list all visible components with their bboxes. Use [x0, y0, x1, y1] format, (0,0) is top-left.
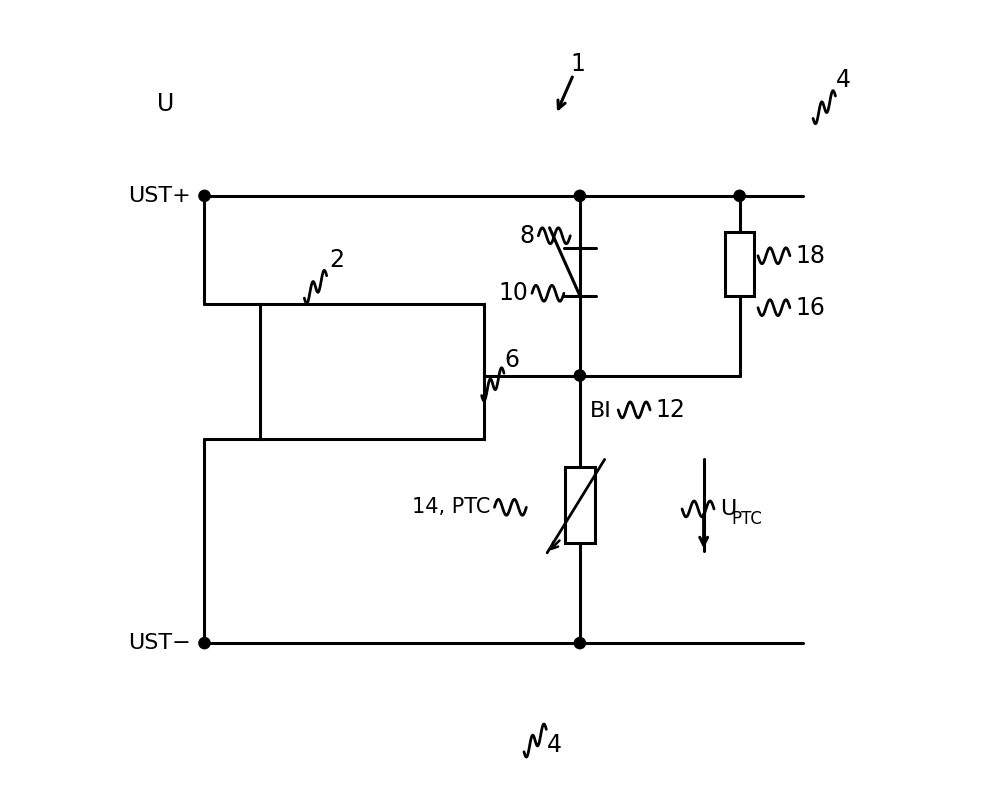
Circle shape	[734, 190, 745, 202]
Text: 4: 4	[836, 68, 851, 92]
Circle shape	[574, 190, 585, 202]
Text: 16: 16	[796, 295, 825, 320]
Circle shape	[199, 190, 210, 202]
Text: 2: 2	[329, 248, 344, 272]
Text: 14, PTC: 14, PTC	[412, 497, 490, 517]
Text: UST+: UST+	[129, 186, 191, 206]
Circle shape	[574, 370, 585, 381]
Bar	[725, 232, 754, 295]
Bar	[260, 303, 484, 440]
Bar	[565, 467, 595, 543]
Text: 1: 1	[571, 52, 586, 76]
Text: PTC: PTC	[732, 509, 762, 528]
Circle shape	[199, 638, 210, 649]
Text: BI: BI	[589, 402, 611, 421]
Text: UST−: UST−	[129, 633, 191, 653]
Text: 6: 6	[504, 348, 519, 371]
Circle shape	[574, 638, 585, 649]
Text: 8: 8	[519, 224, 534, 248]
Text: U: U	[157, 92, 174, 116]
Text: 18: 18	[796, 244, 826, 268]
Text: U: U	[720, 499, 736, 519]
Text: 10: 10	[498, 282, 528, 305]
Text: 4: 4	[547, 734, 562, 757]
Text: 12: 12	[656, 398, 686, 422]
